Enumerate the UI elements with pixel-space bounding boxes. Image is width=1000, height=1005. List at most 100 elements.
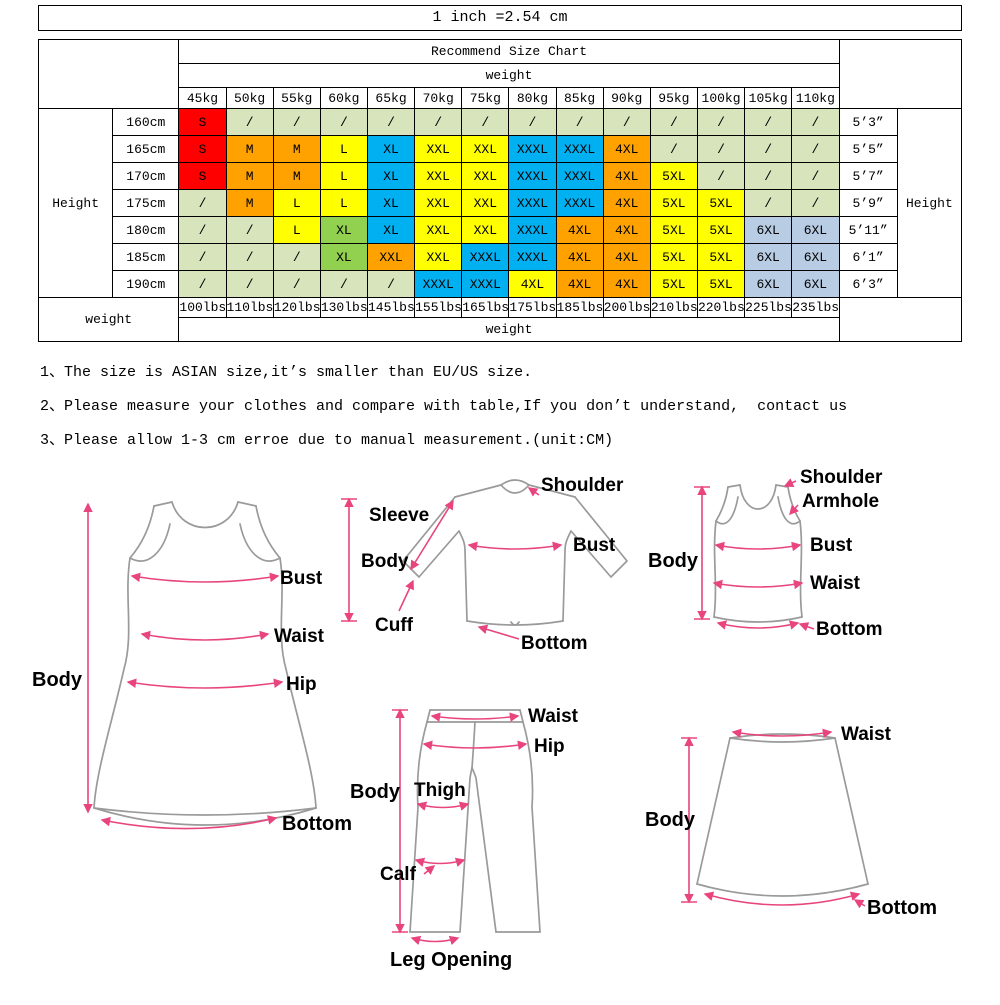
size-cell: XXXL <box>508 135 557 163</box>
weight-lbs-cell: 110lbs <box>225 297 274 318</box>
size-cell: XXXL <box>555 189 604 217</box>
vest-waist-label: Waist <box>810 573 861 594</box>
size-cell: L <box>319 135 368 163</box>
size-cell: / <box>225 108 274 136</box>
size-cell: / <box>791 108 840 136</box>
chart-top-left-blank <box>37 39 180 109</box>
weight-lbs-cell: 145lbs <box>366 297 416 318</box>
weight-kg-header: 65kg <box>366 87 416 109</box>
weight-kg-header: 75kg <box>461 87 510 109</box>
vest-measure-arrows <box>694 478 815 632</box>
vest-shoulder-label: Shoulder <box>800 469 883 488</box>
size-cell: XXL <box>414 189 463 217</box>
height-ft-cell: 5’11” <box>838 216 898 244</box>
size-cell: XXL <box>414 216 463 244</box>
pants-hip-label: Hip <box>534 736 565 757</box>
size-cell: XL <box>366 162 416 190</box>
pants-diagram: Waist Hip Body Thigh Calf Leg Opening <box>350 692 650 977</box>
size-cell: XXXL <box>508 243 557 271</box>
size-cell: / <box>178 270 227 298</box>
pants-measure-arrows <box>392 708 528 945</box>
size-cell: 6XL <box>791 270 840 298</box>
size-cell: 5XL <box>649 270 698 298</box>
size-cell: 4XL <box>602 135 651 163</box>
vest-bottom-label: Bottom <box>816 619 882 640</box>
dress-bust-label: Bust <box>280 568 323 589</box>
size-cell: XXL <box>414 243 463 271</box>
pants-leg-opening-label: Leg Opening <box>390 949 512 971</box>
weight-lbs-cell: 175lbs <box>508 297 557 318</box>
size-cell: XL <box>366 189 416 217</box>
size-cell: / <box>319 270 368 298</box>
size-cell: / <box>272 270 321 298</box>
size-cell: / <box>791 189 840 217</box>
size-cell: / <box>508 108 557 136</box>
size-cell: / <box>366 108 416 136</box>
height-label-right: Height <box>896 108 963 298</box>
size-cell: / <box>272 243 321 271</box>
size-cell: / <box>791 162 840 190</box>
size-cell: XL <box>319 216 368 244</box>
size-cell: XXXL <box>508 162 557 190</box>
weight-kg-header: 45kg <box>178 87 227 109</box>
size-cell: 5XL <box>649 162 698 190</box>
size-cell: 5XL <box>696 243 746 271</box>
weight-kg-header: 80kg <box>508 87 557 109</box>
dress-measure-arrows <box>83 502 284 830</box>
weight-lbs-cell: 200lbs <box>602 297 651 318</box>
size-cell: 5XL <box>649 243 698 271</box>
weight-kg-header: 70kg <box>414 87 463 109</box>
dress-labels: Bust Waist Hip Body Bottom <box>32 568 352 835</box>
weight-kg-header: 105kg <box>744 87 793 109</box>
vest-labels: Shoulder Armhole Body Bust Waist Bottom <box>648 469 883 640</box>
pants-body-label: Body <box>350 781 401 803</box>
size-cell: 4XL <box>602 270 651 298</box>
height-ft-cell: 5’3” <box>838 108 898 136</box>
size-cell: XL <box>366 135 416 163</box>
vest-bust-label: Bust <box>810 535 853 556</box>
vest-armhole-label: Armhole <box>802 491 879 512</box>
size-cell: S <box>178 162 227 190</box>
skirt-waist-label: Waist <box>841 724 892 745</box>
note-line: 1、The size is ASIAN size,it’s smaller th… <box>40 364 533 381</box>
weight-lbs-cell: 210lbs <box>649 297 698 318</box>
size-cell: 4XL <box>555 243 604 271</box>
size-cell: / <box>696 108 746 136</box>
size-cell: / <box>272 108 321 136</box>
size-cell: L <box>272 189 321 217</box>
note-line: 2、Please measure your clothes and compar… <box>40 398 848 415</box>
size-cell: S <box>178 135 227 163</box>
size-cell: / <box>744 108 793 136</box>
weight-lbs-cell: 225lbs <box>744 297 793 318</box>
shirt-shoulder-label: Shoulder <box>541 475 624 496</box>
dress-hip-label: Hip <box>286 674 317 695</box>
height-ft-cell: 6’1” <box>838 243 898 271</box>
size-cell: XXL <box>461 189 510 217</box>
weight-kg-header: 60kg <box>319 87 368 109</box>
height-cm-cell: 180cm <box>112 216 180 244</box>
size-cell: 5XL <box>649 216 698 244</box>
size-cell: XXXL <box>461 243 510 271</box>
height-ft-cell: 6’3” <box>838 270 898 298</box>
size-cell: 6XL <box>791 216 840 244</box>
weight-lbs-cell: 235lbs <box>791 297 840 318</box>
size-cell: / <box>791 135 840 163</box>
dress-diagram: Bust Waist Hip Body Bottom <box>30 484 360 844</box>
size-cell: M <box>272 135 321 163</box>
weight-kg-header: 110kg <box>791 87 840 109</box>
size-cell: L <box>272 216 321 244</box>
size-cell: M <box>225 162 274 190</box>
size-cell: 5XL <box>696 216 746 244</box>
size-cell: / <box>178 216 227 244</box>
size-cell: / <box>602 108 651 136</box>
shirt-diagram: Shoulder Sleeve Body Bust Cuff Bottom <box>335 469 655 674</box>
size-cell: L <box>319 189 368 217</box>
size-cell: 6XL <box>744 270 793 298</box>
height-label-left: Height <box>37 108 114 298</box>
size-cell: XXL <box>366 243 416 271</box>
weight-header-bottom: weight <box>178 317 840 342</box>
size-cell: / <box>744 135 793 163</box>
weight-lbs-cell: 100lbs <box>178 297 227 318</box>
unit-conversion-header: 1 inch =2.54 cm <box>38 5 962 31</box>
size-cell: / <box>319 108 368 136</box>
